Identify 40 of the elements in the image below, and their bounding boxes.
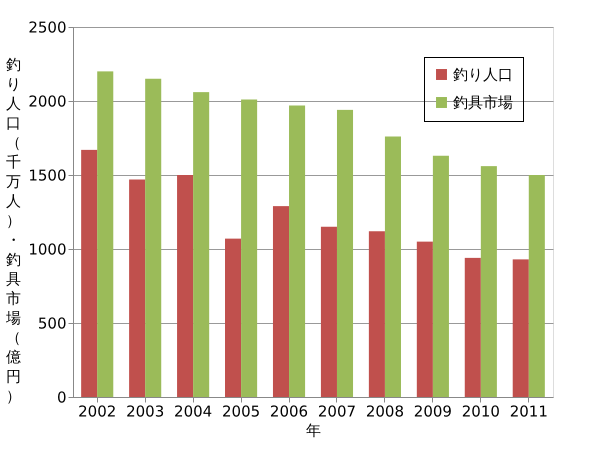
bar [225,238,242,397]
y-tick-label: 0 [56,388,66,406]
bar [384,136,401,397]
x-axis-title: 年 [306,422,321,440]
legend-label: 釣り人口 [453,66,513,84]
y-tick-label: 500 [38,314,66,332]
bar [241,100,258,397]
bar [145,78,162,397]
x-tick-label: 2005 [222,402,260,420]
text: 釣り人口（千万人）・釣具市場（億円） [6,56,21,405]
bar [97,71,114,397]
legend-label: 釣具市場 [453,94,513,112]
x-tick-label: 2007 [318,402,356,420]
bar [81,150,98,397]
bar [320,226,337,397]
bar [368,231,385,397]
x-tick-label: 2009 [414,402,452,420]
x-tick-label: 2008 [366,402,404,420]
bar [528,175,545,397]
bar [177,175,194,397]
bar [480,166,497,397]
bar [272,206,290,397]
y-tick-label: 1000 [28,240,66,258]
bar [193,92,210,397]
x-tick-label: 2011 [510,402,548,420]
bar [416,242,433,397]
x-tick-label: 2010 [462,402,500,420]
x-tick-label: 2003 [126,402,164,420]
x-tick-label: 2006 [270,402,308,420]
bar [512,259,529,397]
bar [289,105,306,397]
y-tick-label: 2000 [28,92,66,110]
bar [336,110,354,397]
x-tick-label: 2002 [78,402,116,420]
bar [464,258,481,397]
y-tick-label: 2500 [28,18,66,36]
x-tick-label: 2004 [174,402,212,420]
y-tick-label: 1500 [28,166,66,184]
bar [432,156,449,397]
bar [129,179,146,397]
